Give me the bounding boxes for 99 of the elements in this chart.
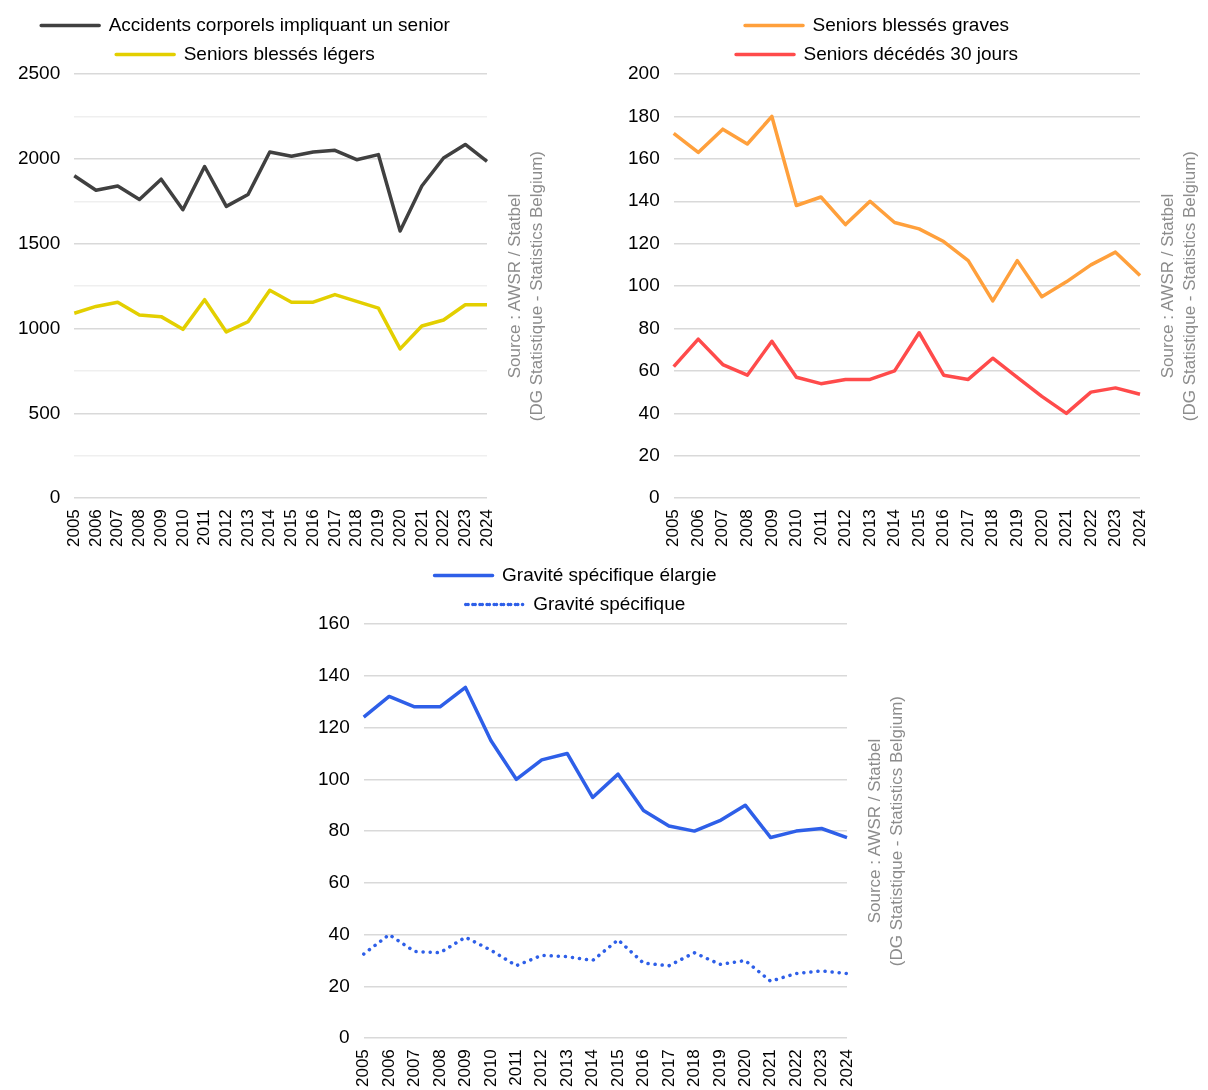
y-tick-label: 20 — [638, 444, 660, 465]
y-tick-label: 120 — [318, 715, 350, 737]
x-tick-label: 2023 — [1105, 509, 1125, 548]
x-tick-label: 2020 — [1031, 509, 1051, 548]
y-tick-label: 500 — [28, 401, 61, 423]
x-tick-label: 2012 — [216, 509, 236, 548]
y-tick-label: 20 — [328, 974, 350, 996]
y-tick-label: 80 — [328, 819, 350, 841]
y-tick-label: 180 — [628, 104, 660, 126]
x-tick-label: 2008 — [737, 509, 757, 548]
x-tick-label: 2010 — [480, 1049, 500, 1088]
line-series — [361, 932, 849, 983]
y-tick-label: 80 — [638, 316, 660, 338]
x-tick-label: 2012 — [835, 509, 855, 548]
x-tick-label: 2009 — [150, 509, 170, 548]
x-tick-label: 2022 — [1080, 509, 1100, 548]
x-tick-label: 2014 — [259, 509, 279, 548]
y-tick-label: 60 — [328, 871, 350, 893]
x-tick-label: 2008 — [129, 509, 149, 548]
x-tick-label: 2021 — [760, 1049, 780, 1088]
x-tick-label: 2019 — [709, 1049, 729, 1088]
x-tick-label: 2018 — [982, 509, 1002, 548]
text: (DG Statistique - Statistics Belgium) — [1179, 150, 1199, 422]
x-tick-label: 2017 — [658, 1049, 678, 1088]
y-tick-label: 160 — [318, 612, 350, 634]
x-tick-label: 2013 — [556, 1049, 576, 1088]
x-tick-label: 2015 — [607, 1049, 627, 1088]
x-tick-label: 2006 — [85, 509, 105, 548]
legend-label: Gravité spécifique élargie — [502, 563, 717, 585]
y-tick-label: 2500 — [17, 62, 61, 84]
x-tick-label: 2019 — [368, 509, 388, 548]
x-tick-label: 2022 — [433, 509, 453, 548]
x-tick-label: 2009 — [761, 509, 781, 548]
x-tick-label: 2006 — [687, 509, 707, 548]
x-tick-label: 2024 — [836, 1049, 856, 1088]
y-tick-label: 40 — [328, 922, 350, 944]
x-tick-label: 2008 — [429, 1049, 449, 1088]
y-tick-label: 140 — [318, 664, 350, 686]
y-tick-label: 100 — [318, 767, 350, 789]
x-tick-label: 2010 — [172, 509, 192, 548]
x-tick-label: 2007 — [712, 509, 732, 548]
x-tick-label: 2005 — [353, 1049, 373, 1088]
y-tick-label: 40 — [638, 401, 660, 423]
x-tick-label: 2021 — [1056, 509, 1076, 548]
x-tick-label: 2012 — [531, 1049, 551, 1088]
x-tick-label: 2005 — [63, 509, 83, 548]
legend-label: Seniors blessés légers — [183, 42, 375, 64]
legend-label: Gravité spécifique — [533, 592, 686, 614]
text: (DG Statistique - Statistics Belgium) — [886, 695, 906, 967]
source-note: Source : AWSR / Statbel — [504, 193, 524, 379]
y-tick-label: 200 — [628, 62, 660, 84]
x-tick-label: 2018 — [346, 509, 366, 548]
source-note: Source : AWSR / Statbel — [1157, 193, 1177, 379]
text: (DG Statistique - Statistics Belgium) — [526, 150, 546, 422]
x-tick-label: 2023 — [811, 1049, 831, 1088]
x-tick-label: 2016 — [633, 1049, 653, 1088]
y-tick-label: 1500 — [17, 231, 61, 253]
y-tick-label: 60 — [638, 359, 660, 381]
y-tick-label: 0 — [649, 486, 660, 508]
x-tick-label: 2010 — [786, 509, 806, 548]
x-tick-label: 2016 — [933, 509, 953, 548]
x-tick-label: 2014 — [884, 509, 904, 548]
legend-label: Seniors décédés 30 jours — [803, 42, 1018, 64]
x-tick-label: 2011 — [506, 1049, 526, 1086]
x-tick-label: 2023 — [454, 509, 474, 548]
x-tick-label: 2007 — [107, 509, 127, 548]
legend-label: Seniors blessés graves — [812, 13, 1009, 35]
x-tick-label: 2013 — [237, 509, 257, 548]
x-tick-label: 2020 — [389, 509, 409, 548]
x-tick-label: 2007 — [404, 1049, 424, 1088]
x-tick-label: 2022 — [785, 1049, 805, 1088]
x-tick-label: 2018 — [684, 1049, 704, 1088]
x-tick-label: 2006 — [378, 1049, 398, 1088]
x-tick-label: 2024 — [1129, 509, 1149, 548]
x-tick-label: 2017 — [324, 509, 344, 548]
x-tick-label: 2024 — [476, 509, 496, 548]
y-tick-label: 120 — [628, 231, 660, 253]
x-tick-label: 2011 — [810, 509, 830, 546]
y-tick-label: 160 — [628, 147, 660, 169]
x-tick-label: 2013 — [859, 509, 879, 548]
y-tick-label: 140 — [628, 189, 660, 211]
y-tick-label: 0 — [49, 486, 61, 508]
x-tick-label: 2005 — [663, 509, 683, 548]
x-tick-label: 2019 — [1006, 509, 1026, 548]
x-tick-label: 2015 — [908, 509, 928, 548]
x-tick-label: 2014 — [582, 1049, 602, 1088]
y-tick-label: 2000 — [17, 147, 61, 169]
y-tick-label: 1000 — [17, 316, 61, 338]
x-tick-label: 2021 — [411, 509, 431, 548]
x-tick-label: 2011 — [194, 509, 214, 546]
x-tick-label: 2017 — [957, 509, 977, 548]
source-note: Source : AWSR / Statbel — [864, 738, 884, 924]
x-tick-label: 2009 — [455, 1049, 475, 1088]
legend-label: Accidents corporels impliquant un senior — [108, 13, 451, 35]
x-tick-label: 2016 — [302, 509, 322, 548]
y-tick-label: 100 — [628, 274, 660, 296]
y-tick-label: 0 — [339, 1026, 350, 1048]
x-tick-label: 2015 — [281, 509, 301, 548]
x-tick-label: 2020 — [734, 1049, 754, 1088]
